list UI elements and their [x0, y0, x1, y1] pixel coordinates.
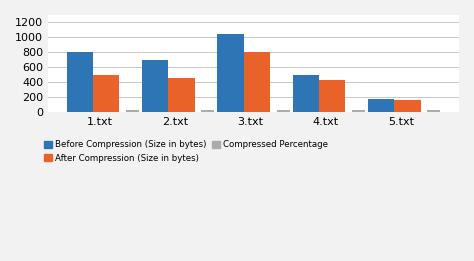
- Bar: [292, 75, 319, 112]
- Bar: [244, 52, 270, 112]
- Bar: [67, 52, 93, 112]
- Bar: [126, 110, 139, 112]
- Bar: [217, 34, 244, 112]
- Bar: [93, 75, 119, 112]
- Bar: [168, 78, 195, 112]
- Bar: [201, 110, 214, 112]
- Bar: [142, 60, 168, 112]
- Bar: [352, 110, 365, 112]
- Bar: [276, 110, 290, 112]
- Bar: [427, 110, 440, 112]
- Bar: [319, 80, 345, 112]
- Bar: [394, 100, 420, 112]
- Legend: Before Compression (Size in bytes), After Compression (Size in bytes), Compresse: Before Compression (Size in bytes), Afte…: [44, 140, 328, 163]
- Bar: [368, 99, 394, 112]
